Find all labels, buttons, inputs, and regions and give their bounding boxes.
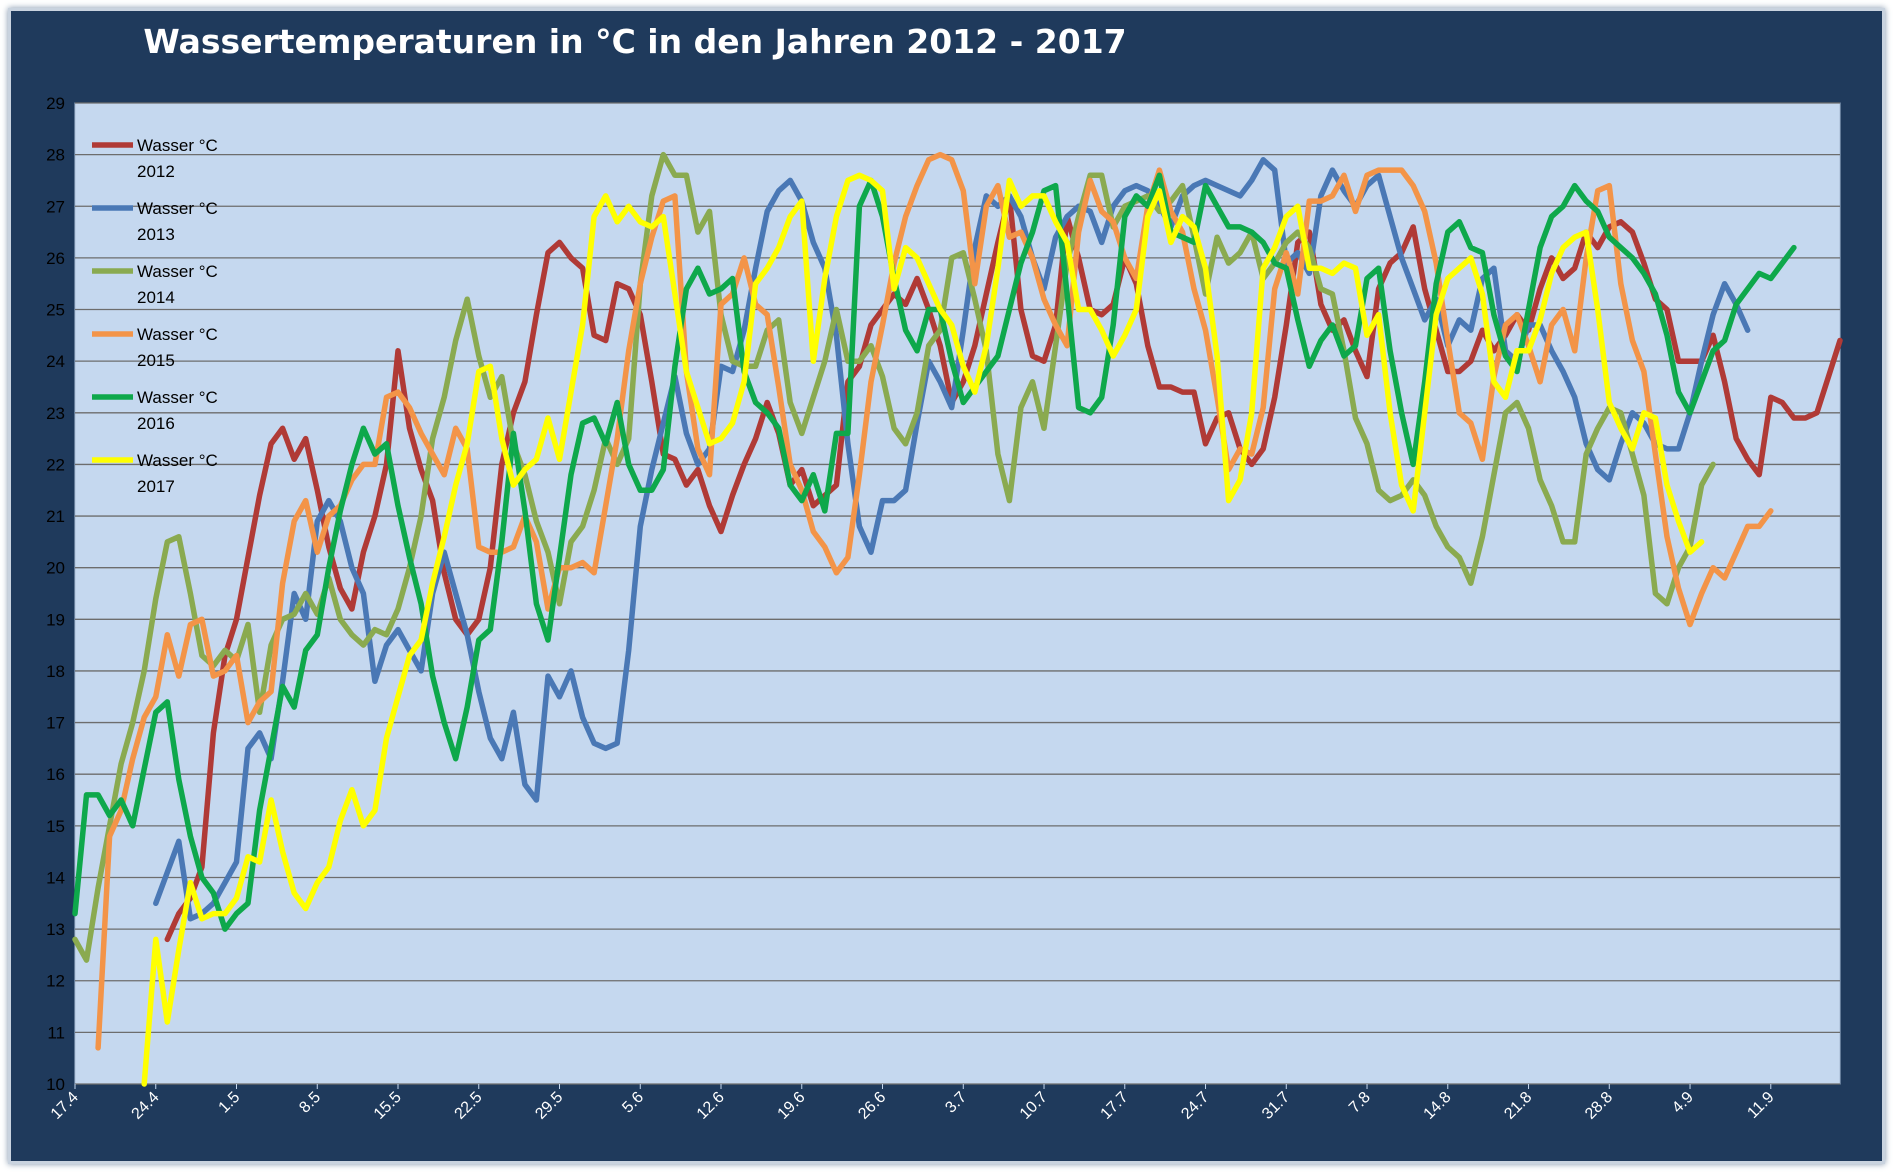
y-tick-label: 29 <box>46 94 65 113</box>
y-tick-label: 18 <box>46 662 65 681</box>
legend-label-year: 2013 <box>137 225 175 244</box>
y-tick-label: 14 <box>46 868 65 887</box>
series-line-2 <box>72 151 1716 963</box>
y-tick-label: 26 <box>46 249 65 268</box>
y-tick-label: 13 <box>46 920 65 939</box>
legend-label: Wasser °C <box>137 325 218 344</box>
x-tick-label: 14.8 <box>1421 1089 1455 1123</box>
y-tick-label: 21 <box>46 507 65 526</box>
x-tick-label: 21.8 <box>1501 1089 1535 1123</box>
x-tick-label: 31.7 <box>1259 1089 1293 1123</box>
legend-label: Wasser °C <box>137 199 218 218</box>
x-tick-label: 19.6 <box>775 1089 809 1123</box>
x-tick-label: 29.5 <box>532 1089 566 1123</box>
x-tick-label: 17.7 <box>1098 1089 1132 1123</box>
y-tick-label: 17 <box>46 714 65 733</box>
y-tick-label: 23 <box>46 404 65 423</box>
legend-label: Wasser °C <box>137 136 218 155</box>
x-tick-label: 28.8 <box>1582 1089 1616 1123</box>
y-tick-label: 24 <box>46 352 65 371</box>
y-tick-label: 20 <box>46 559 65 578</box>
y-tick-label: 28 <box>46 146 65 165</box>
y-tick-label: 27 <box>46 197 65 216</box>
y-tick-label: 11 <box>47 1023 65 1042</box>
x-tick-label: 15.5 <box>371 1089 405 1123</box>
series-line-5 <box>141 172 1705 1087</box>
legend-label-year: 2017 <box>137 477 175 496</box>
x-tick-label: 1.5 <box>216 1089 244 1117</box>
y-tick-label: 12 <box>46 972 65 991</box>
x-tick-label: 8.5 <box>296 1089 324 1117</box>
x-tick-label: 24.7 <box>1178 1089 1212 1123</box>
series-line-4 <box>72 172 1797 932</box>
x-tick-label: 11.9 <box>1744 1089 1777 1122</box>
legend-label-year: 2015 <box>137 351 175 370</box>
x-tick-label: 5.6 <box>619 1089 647 1117</box>
plot-area <box>74 102 1841 1085</box>
y-tick-label: 19 <box>46 610 65 629</box>
y-axis-ticks: 10 11 12 13 14 15 16 17 18 19 20 21 22 23 24 25 26 27 28 29 <box>46 94 65 1094</box>
y-tick-label: 16 <box>46 765 65 784</box>
x-tick-label: 7.8 <box>1346 1089 1374 1117</box>
legend-label: Wasser °C <box>137 451 218 470</box>
x-axis-ticks: 17.4 24.4 1.5 8.5 15.5 22.5 29.5 5.6 12.6 19.6 26.… <box>48 1084 1778 1123</box>
x-tick-label: 12.6 <box>694 1089 728 1123</box>
legend-label: Wasser °C <box>137 262 218 281</box>
y-tick-label: 15 <box>46 817 65 836</box>
series-line-1 <box>153 157 1751 922</box>
chart-title: Wassertemperaturen in °C in den Jahren 2… <box>143 22 1127 61</box>
legend-label-year: 2016 <box>137 414 175 433</box>
x-tick-label: 24.4 <box>129 1089 163 1123</box>
series-lines <box>72 151 1843 1087</box>
y-tick-label: 22 <box>46 455 65 474</box>
legend-label: Wasser °C <box>137 388 218 407</box>
legend: Wasser °C 2012 Wasser °C 2013 Wasser °C 2014 W… <box>92 136 218 496</box>
y-tick-label: 10 <box>46 1075 65 1094</box>
x-tick-label: 10.7 <box>1017 1089 1051 1123</box>
x-tick-label: 22.5 <box>452 1089 486 1123</box>
legend-label-year: 2012 <box>137 162 175 181</box>
x-tick-label: 26.6 <box>855 1089 889 1123</box>
x-tick-label: 4.9 <box>1669 1089 1697 1117</box>
y-tick-label: 25 <box>46 301 65 320</box>
legend-label-year: 2014 <box>137 288 175 307</box>
x-tick-label: 3.7 <box>942 1089 970 1117</box>
